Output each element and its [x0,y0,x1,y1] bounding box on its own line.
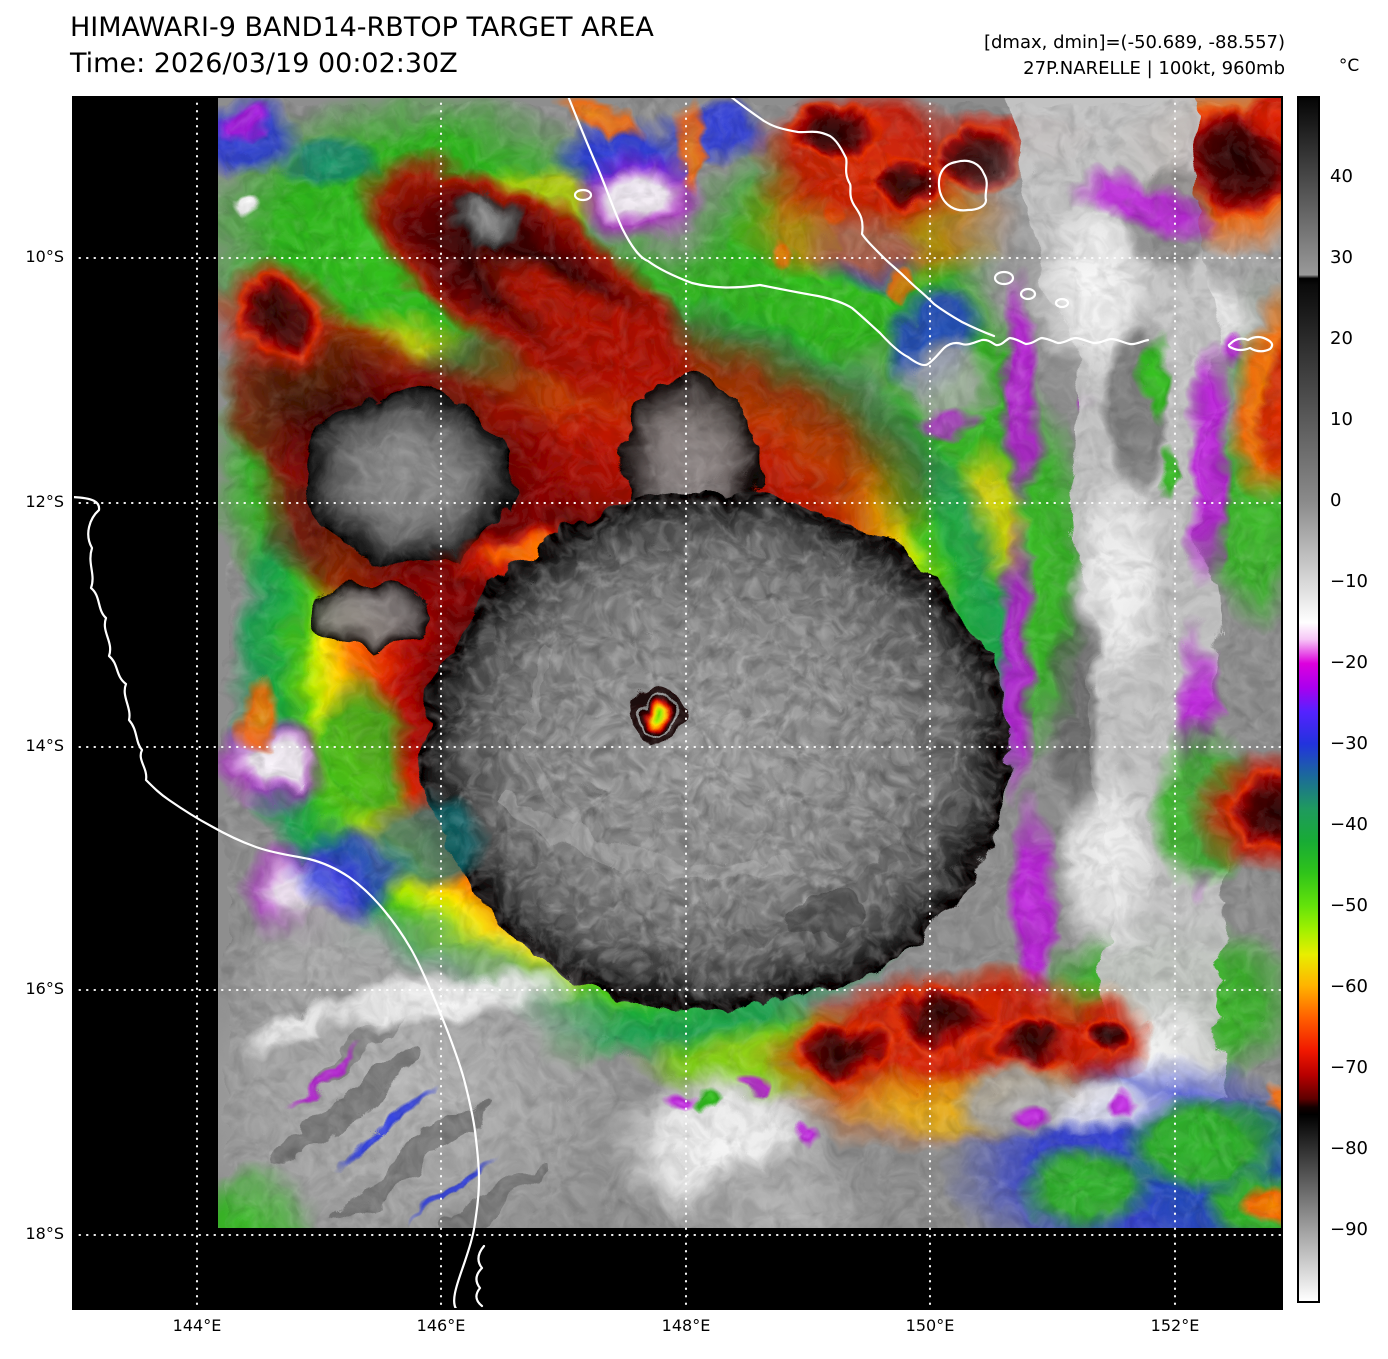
lon-label: 144°E [172,1316,222,1335]
colorbar-tick: −80 [1330,1138,1368,1159]
dmax-dmin-label: [dmax, dmin]=(-50.689, -88.557) [983,32,1285,53]
lon-label: 146°E [416,1316,466,1335]
graticule-gridlines [70,94,1284,1311]
satellite-data-layer [218,96,1283,1228]
lon-label: 150°E [905,1316,955,1335]
timestamp-label: Time: 2026/03/19 00:02:30Z [70,48,458,79]
lat-label: 12°S [25,492,64,511]
satellite-map-panel: Copyright © 2020-2026 Dapiya [70,94,1284,1312]
colorbar-tick: 0 [1330,490,1342,511]
colorbar-tick: 10 [1330,409,1353,430]
colorbar-tick: 40 [1330,166,1353,187]
page-title: HIMAWARI-9 BAND14-RBTOP TARGET AREA [70,12,654,43]
colorbar-unit-label: °C [1338,56,1360,76]
lon-label: 152°E [1150,1316,1200,1335]
storm-info-label: 27P.NARELLE | 100kt, 960mb [1023,58,1285,79]
colorbar-tick: −10 [1330,571,1368,592]
colorbar-tick: −60 [1330,976,1368,997]
lat-label: 14°S [25,736,64,755]
colorbar-tick: 20 [1330,328,1353,349]
colorbar-tick: −90 [1330,1219,1368,1240]
colorbar-tick: −70 [1330,1057,1368,1078]
colorbar-tick: −20 [1330,652,1368,673]
lat-label: 16°S [25,979,64,998]
colorbar-tick: −50 [1330,895,1368,916]
coastlines [70,94,1274,1312]
lat-label: 10°S [25,247,64,266]
colorbar-tick: −40 [1330,814,1368,835]
satellite-image [70,94,1284,1312]
lon-label: 148°E [661,1316,711,1335]
colorbar-tick: −30 [1330,733,1368,754]
lat-label: 18°S [25,1224,64,1243]
colorbar-tick: 30 [1330,247,1353,268]
no-data-left [72,96,218,1310]
colorbar [1297,96,1320,1303]
axes-frame [72,96,1283,1310]
no-data-bottom [72,1228,1283,1310]
